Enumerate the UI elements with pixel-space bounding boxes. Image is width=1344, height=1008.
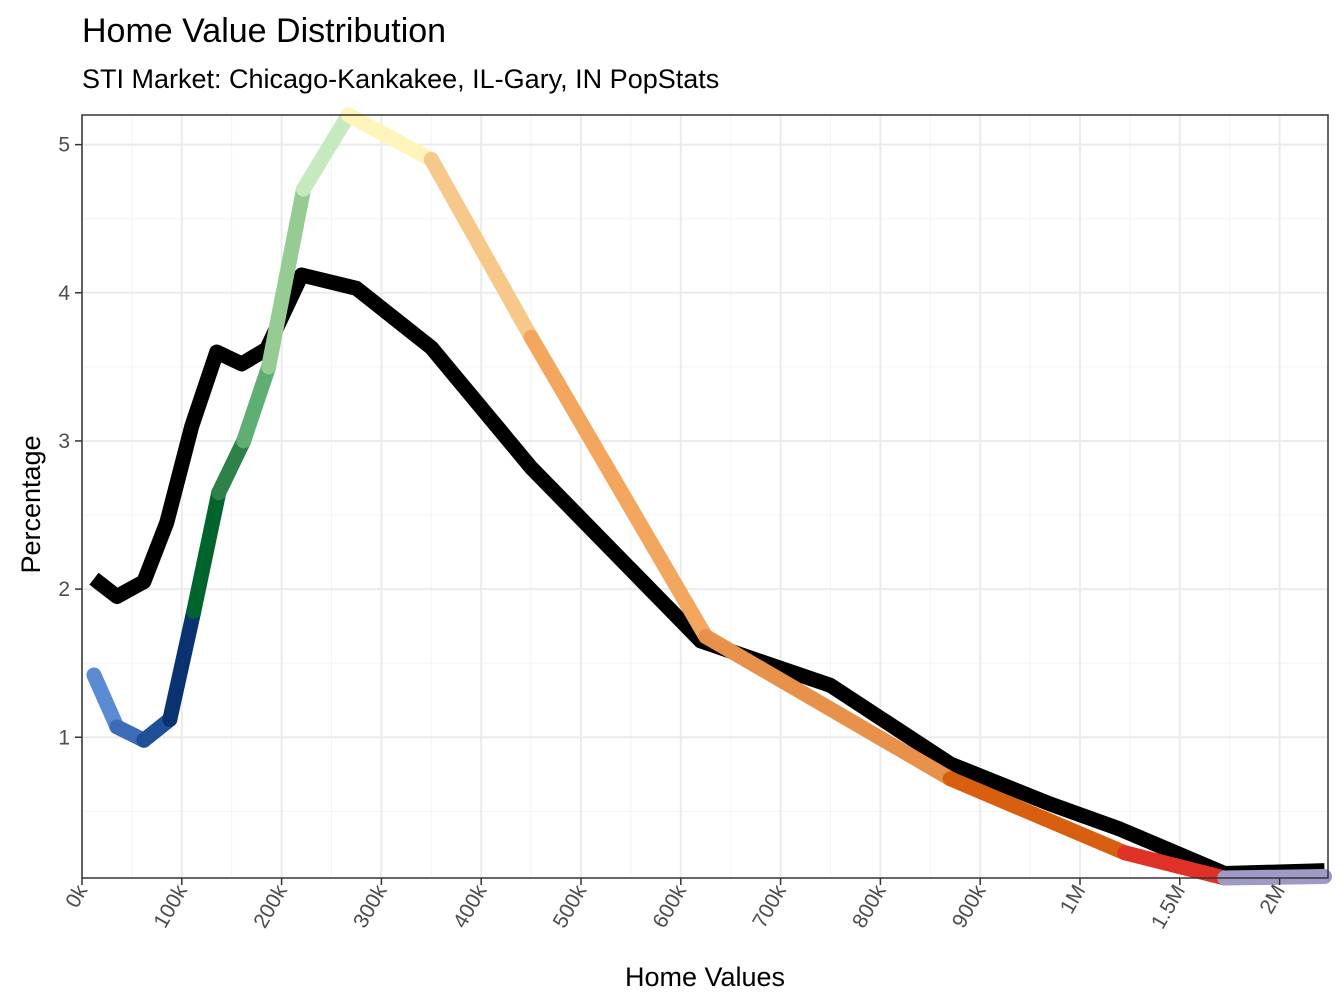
x-tick-label: 400k — [449, 881, 492, 932]
x-axis: 0k 100k 200k 300k 400k 500k 600k 700k 800k 900k 1M… — [61, 878, 1290, 933]
y-tick-label: 4 — [58, 282, 70, 305]
x-tick-label: 500k — [549, 881, 592, 932]
region-line — [86, 107, 1333, 886]
x-tick-label: 900k — [948, 881, 991, 932]
region-segment — [211, 433, 252, 501]
y-tick-label: 1 — [58, 726, 70, 749]
y-tick-label: 3 — [58, 430, 70, 453]
region-segment — [942, 771, 1133, 861]
major-gridlines — [81, 115, 1328, 878]
minor-gridlines — [82, 115, 1328, 878]
region-segment — [1117, 845, 1233, 886]
region-segment — [162, 603, 202, 727]
x-tick-label: 100k — [149, 881, 192, 932]
market-line — [89, 267, 1325, 882]
panel-border — [81, 114, 1329, 879]
region-segment — [698, 629, 958, 787]
region-segment — [340, 107, 439, 167]
x-tick-label: 2M — [1255, 881, 1290, 918]
x-tick-label: 600k — [648, 881, 691, 932]
x-tick-label: 1M — [1056, 881, 1091, 918]
y-tick-label: 2 — [58, 578, 70, 601]
chart-title: Home Value Distribution — [82, 12, 447, 50]
x-tick-label: 200k — [249, 881, 292, 932]
y-tick-label: 5 — [58, 134, 70, 157]
x-tick-label: 1.5M — [1147, 881, 1190, 933]
region-segment — [236, 359, 277, 449]
chart-subtitle: STI Market: Chicago-Kankakee, IL-Gary, I… — [82, 64, 720, 94]
region-segment — [86, 667, 125, 735]
market-series-line — [89, 267, 1325, 882]
region-segment — [296, 107, 356, 197]
y-axis: 1 2 3 4 5 — [58, 134, 82, 749]
region-segment — [523, 329, 714, 645]
region-segment — [261, 181, 312, 375]
x-tick-label: 300k — [349, 881, 392, 932]
y-axis-title: Percentage — [16, 435, 46, 573]
region-segment — [423, 151, 539, 345]
x-tick-label: 0k — [61, 881, 92, 912]
x-tick-label: 800k — [848, 881, 891, 932]
x-tick-label: 700k — [748, 881, 791, 932]
region-segment — [186, 485, 227, 619]
x-axis-title: Home Values — [625, 962, 785, 992]
